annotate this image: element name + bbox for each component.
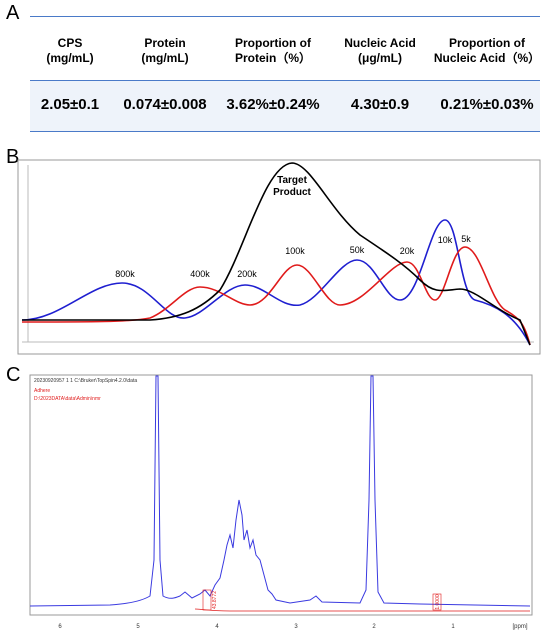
peak-label: 100k [285, 246, 305, 256]
table-cell: 0.074±0.008 [123, 96, 207, 113]
nmr-frame [29, 374, 533, 616]
gpc-curve-red [21, 246, 531, 346]
rule [30, 80, 540, 81]
x-tick-label: 3 [294, 624, 298, 630]
gpc-curve-blue [21, 219, 531, 346]
rule [30, 131, 540, 132]
integral-box [202, 589, 212, 611]
table-header: Protein (mg/mL) [141, 36, 189, 65]
table-cell: 2.05±0.1 [40, 96, 100, 113]
nmr-header: 20230920957 1 1 C:\Bruker\TopSpin4.2.0\d… [34, 378, 137, 384]
peak-label: 10k [438, 235, 453, 245]
row-bg [30, 81, 540, 131]
table-cell: 3.62%±0.24% [226, 96, 320, 113]
table-cell: 0.21%±0.03% [440, 96, 534, 113]
x-tick-label: 2 [372, 624, 376, 630]
table-header: CPS (mg/mL) [46, 36, 94, 65]
integral-label: 43.8772 [212, 591, 218, 609]
x-tick-label: 6 [58, 624, 62, 630]
peak-label: 5k [461, 234, 471, 244]
table-header: Proportion of Nucleic Acid（%） [433, 36, 541, 65]
nmr-spectrum [29, 375, 531, 607]
table-header: Proportion of Protein（%） [234, 36, 311, 65]
x-tick-label: 1 [451, 624, 455, 630]
x-unit: [ppm] [512, 624, 527, 630]
rule [30, 16, 540, 17]
nmr-note: Adhere [34, 388, 50, 394]
peak-label: 50k [350, 245, 365, 255]
panel-label: B [6, 146, 20, 168]
peak-label: 200k [237, 269, 257, 279]
table-header: Nucleic Acid (μg/mL) [344, 36, 416, 65]
integral-label: 1.0000 [435, 594, 441, 610]
peak-label: 20k [400, 246, 415, 256]
table-cell: 4.30±0.9 [350, 96, 410, 113]
gpc-curve-black [22, 162, 531, 346]
annotation: Target Product [273, 175, 311, 198]
panel-label: C [6, 364, 21, 386]
x-tick-label: 5 [136, 624, 140, 630]
panel-label: A [6, 2, 20, 24]
peak-label: 800k [115, 269, 135, 279]
x-tick-label: 4 [215, 624, 219, 630]
nmr-note: D:\2023DATA\data\Admin\nmr [34, 396, 101, 402]
integral-box [432, 593, 442, 611]
peak-label: 400k [190, 269, 210, 279]
